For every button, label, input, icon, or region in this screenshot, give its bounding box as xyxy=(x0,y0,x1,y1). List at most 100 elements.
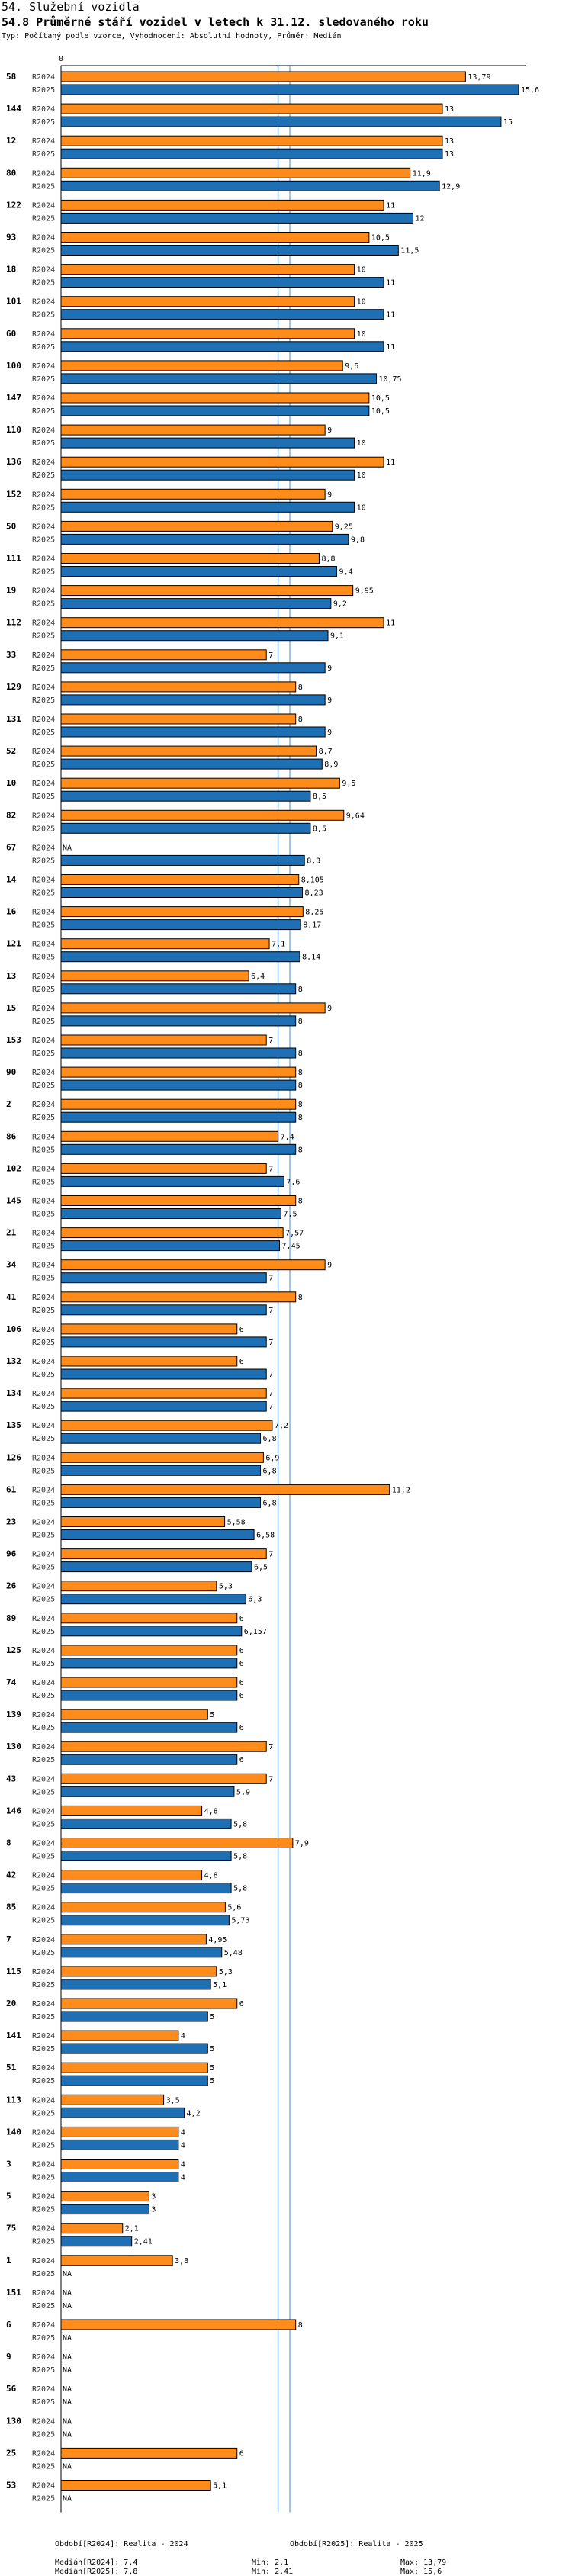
series-label: R2025 xyxy=(32,825,55,833)
data-label: 8,5 xyxy=(313,793,326,801)
series-label: R2025 xyxy=(32,2495,55,2504)
bar-r2024 xyxy=(60,1098,297,1110)
bar-r2025 xyxy=(60,1208,281,1219)
data-label: 8 xyxy=(298,986,303,994)
data-label: 8 xyxy=(298,1018,303,1026)
data-label: 8 xyxy=(298,1146,303,1154)
bar-r2024 xyxy=(60,1130,279,1142)
category-label: 147 xyxy=(6,393,21,403)
category-label: 10 xyxy=(6,778,16,788)
bar-r2024 xyxy=(60,1034,267,1046)
data-label: 7 xyxy=(268,1307,273,1315)
bar-r2025 xyxy=(60,405,370,416)
series-label: R2024 xyxy=(32,1615,55,1623)
data-label: 9,8 xyxy=(351,535,365,544)
category-label: 102 xyxy=(6,1163,21,1173)
category-label: 131 xyxy=(6,714,21,724)
bar-r2024 xyxy=(60,71,466,82)
data-label: 10,5 xyxy=(371,394,390,403)
series-label: R2025 xyxy=(32,1788,55,1796)
category-label: 13 xyxy=(6,971,16,981)
series-label: R2025 xyxy=(32,535,55,544)
data-label: 15,6 xyxy=(521,86,539,95)
series-label: R2024 xyxy=(32,266,55,275)
data-label: 7 xyxy=(268,1037,273,1045)
data-label: 7 xyxy=(268,1390,273,1398)
series-label: R2025 xyxy=(32,407,55,416)
data-label: 9 xyxy=(327,664,332,673)
series-label: R2024 xyxy=(32,941,55,949)
series-label: R2025 xyxy=(32,1467,55,1475)
data-label: 7,5 xyxy=(283,1211,297,1219)
category-label: 134 xyxy=(6,1388,21,1398)
bar-r2025 xyxy=(60,212,414,224)
data-label: 9,5 xyxy=(342,780,355,788)
series-label: R2025 xyxy=(32,728,55,737)
bar-r2025 xyxy=(60,116,502,127)
data-label-na: NA xyxy=(63,2289,72,2298)
category-label: 18 xyxy=(6,265,16,275)
bar-r2024 xyxy=(60,1002,326,1014)
bar-r2025 xyxy=(60,533,349,545)
series-label: R2024 xyxy=(32,2193,55,2201)
data-label: 9 xyxy=(327,696,332,705)
series-label: R2025 xyxy=(32,2238,55,2246)
data-label-na: NA xyxy=(63,2430,72,2439)
bar-r2025 xyxy=(60,245,399,256)
data-label: 8,9 xyxy=(324,761,338,769)
bar-r2024 xyxy=(60,1388,267,1399)
bar-r2025 xyxy=(60,1690,238,1701)
data-label: 7,2 xyxy=(275,1422,288,1430)
series-label: R2025 xyxy=(32,2462,55,2471)
category-label: 14 xyxy=(6,875,17,885)
bar-r2024 xyxy=(60,1741,267,1752)
series-label: R2024 xyxy=(32,2128,55,2137)
series-label: R2024 xyxy=(32,2449,55,2458)
data-label: 8 xyxy=(298,2321,303,2330)
series-label: R2024 xyxy=(32,234,55,243)
category-label: 60 xyxy=(6,329,16,339)
series-label: R2024 xyxy=(32,748,55,756)
data-label: 12,9 xyxy=(442,182,460,191)
bar-r2025 xyxy=(60,180,440,191)
series-label: R2025 xyxy=(32,375,55,384)
data-label: 4 xyxy=(181,2161,185,2169)
category-label: 139 xyxy=(6,1709,21,1719)
data-label-na: NA xyxy=(63,2353,72,2362)
series-label: R2024 xyxy=(32,2064,55,2073)
bar-r2024 xyxy=(60,2447,238,2459)
data-label: 10,75 xyxy=(378,375,401,384)
category-label: 52 xyxy=(6,746,16,756)
data-label: 5,3 xyxy=(219,1968,233,1976)
data-label: 7,4 xyxy=(281,1133,294,1141)
data-label: 9 xyxy=(327,490,332,499)
series-label: R2025 xyxy=(32,857,55,865)
bar-r2024 xyxy=(60,296,355,307)
data-label: 7,1 xyxy=(272,941,285,949)
bar-r2024 xyxy=(60,1323,238,1335)
series-label: R2024 xyxy=(32,1358,55,1366)
data-label: 7,6 xyxy=(286,1178,300,1186)
series-label: R2025 xyxy=(32,1949,55,1957)
series-label: R2024 xyxy=(32,1711,55,1719)
series-label: R2025 xyxy=(32,921,55,930)
series-label: R2024 xyxy=(32,330,55,339)
data-label: 6 xyxy=(239,1660,244,1668)
footer-period-2025: Období[R2025]: Realita - 2025 xyxy=(290,2540,423,2549)
bar-r2024 xyxy=(60,456,384,468)
series-label: R2024 xyxy=(32,651,55,660)
series-label: R2024 xyxy=(32,812,55,820)
bar-r2025 xyxy=(60,1529,255,1540)
data-label: 8,25 xyxy=(305,909,323,917)
series-label: R2025 xyxy=(32,1724,55,1732)
series-label: R2025 xyxy=(32,1307,55,1315)
series-label: R2024 xyxy=(32,1294,55,1302)
bar-r2024 xyxy=(60,2319,297,2330)
data-label: 8 xyxy=(298,1069,303,1077)
category-label: 113 xyxy=(6,2095,21,2105)
bar-r2025 xyxy=(60,598,332,609)
bar-r2025 xyxy=(60,2075,208,2086)
series-label: R2024 xyxy=(32,1262,55,1270)
data-label: 13 xyxy=(445,137,454,146)
